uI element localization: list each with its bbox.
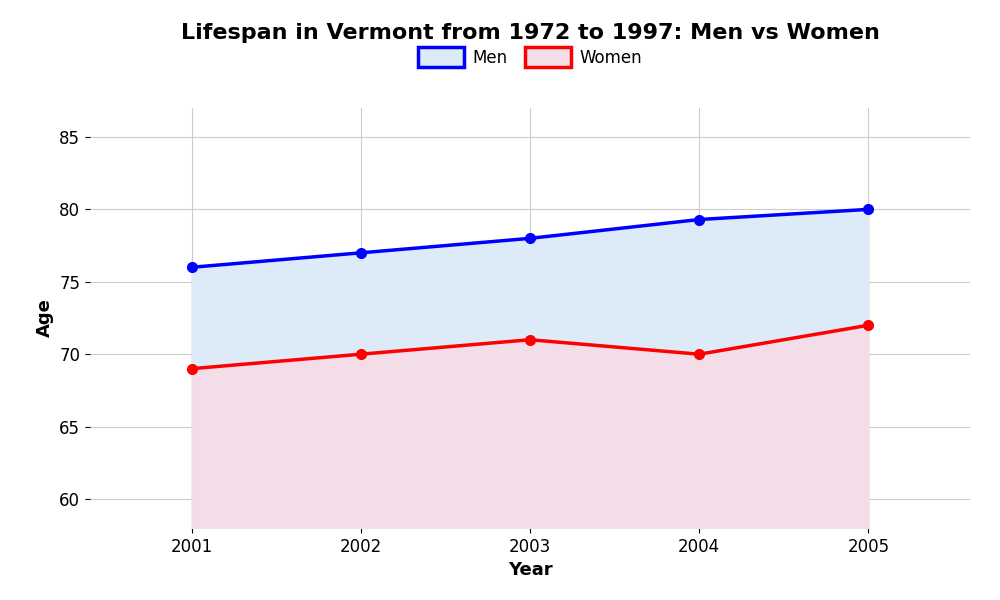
Legend: Men, Women: Men, Women (411, 41, 649, 73)
X-axis label: Year: Year (508, 561, 552, 579)
Title: Lifespan in Vermont from 1972 to 1997: Men vs Women: Lifespan in Vermont from 1972 to 1997: M… (181, 23, 879, 43)
Y-axis label: Age: Age (36, 299, 54, 337)
